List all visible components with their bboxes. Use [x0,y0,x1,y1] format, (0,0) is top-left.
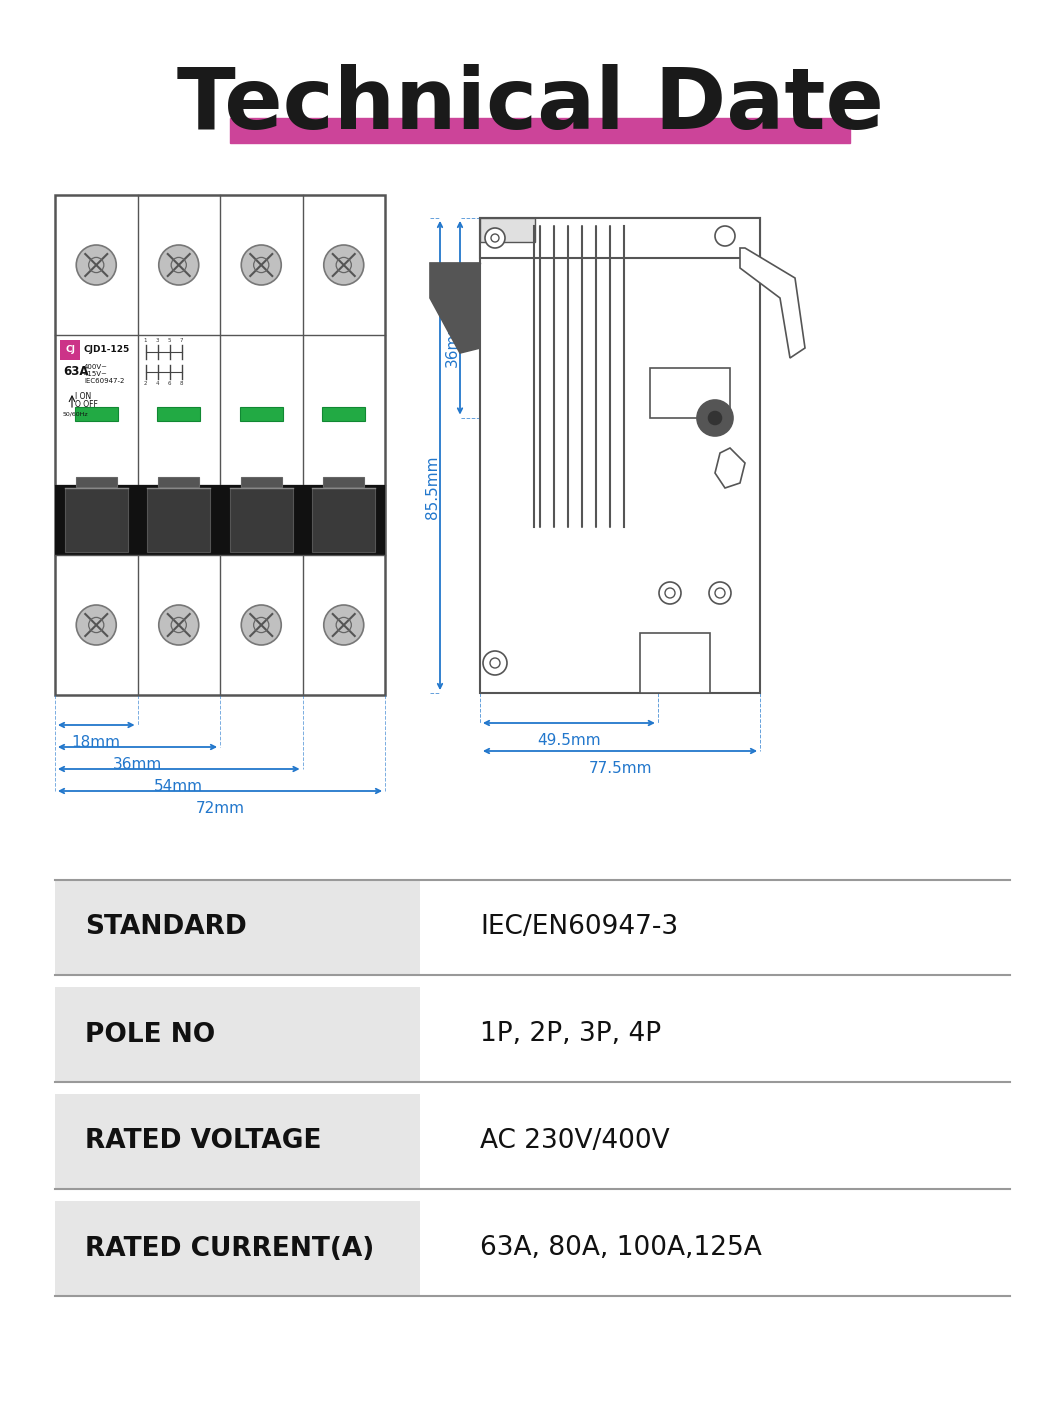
Circle shape [76,245,117,285]
Bar [420,1202,1010,1296]
Text: 4: 4 [156,381,159,385]
Circle shape [483,651,507,675]
Text: AC 230V/400V: AC 230V/400V [480,1129,670,1154]
Polygon shape [740,248,805,358]
Circle shape [697,400,734,437]
Text: 63A: 63A [63,365,88,378]
Text: 3: 3 [156,338,159,342]
Text: O OFF: O OFF [75,400,98,410]
Text: 49.5mm: 49.5mm [537,733,601,748]
Bar [480,218,535,243]
Text: I ON: I ON [75,392,91,401]
Text: 85.5mm: 85.5mm [424,455,440,519]
Text: CJ: CJ [65,345,75,354]
Bar [480,218,760,694]
Bar [240,407,283,421]
Text: IEC60947-2: IEC60947-2 [84,378,124,384]
Bar [640,634,710,694]
Bar [650,368,730,418]
Bar [322,407,366,421]
Text: 36mm: 36mm [112,756,162,772]
Bar [55,880,420,975]
Bar [323,477,365,487]
Circle shape [242,245,281,285]
Text: 36mm: 36mm [444,318,459,367]
Bar [420,880,1010,975]
Text: 63A, 80A, 100A,125A: 63A, 80A, 100A,125A [480,1236,762,1261]
Bar [230,488,293,552]
Bar [55,485,385,555]
Text: 72mm: 72mm [195,801,245,816]
Text: 400V~: 400V~ [84,364,108,370]
Polygon shape [716,448,745,488]
Text: 5: 5 [167,338,172,342]
Text: 1P, 2P, 3P, 4P: 1P, 2P, 3P, 4P [480,1022,661,1047]
Text: IEC/EN60947-3: IEC/EN60947-3 [480,915,678,940]
Bar [55,195,385,695]
Circle shape [707,410,723,427]
Polygon shape [430,263,480,352]
Bar [420,987,1010,1082]
Bar [420,1095,1010,1189]
Circle shape [716,225,735,245]
Circle shape [242,605,281,645]
Bar [157,407,200,421]
Bar [313,488,375,552]
Text: 6: 6 [167,381,172,385]
Bar [147,488,210,552]
Text: STANDARD: STANDARD [85,915,247,940]
Text: 54mm: 54mm [155,779,204,793]
Bar [480,218,760,258]
Text: 2: 2 [144,381,147,385]
Text: 18mm: 18mm [72,735,121,751]
Text: 77.5mm: 77.5mm [588,761,652,776]
Text: 415V~: 415V~ [84,371,108,377]
Text: 8: 8 [180,381,183,385]
Bar [55,1202,420,1296]
Text: 7: 7 [180,338,183,342]
Text: POLE NO: POLE NO [85,1022,215,1047]
Text: CJD1-125: CJD1-125 [84,345,130,354]
Circle shape [159,245,199,285]
Text: 1: 1 [144,338,147,342]
Bar [75,477,117,487]
Bar [55,987,420,1082]
Text: RATED VOLTAGE: RATED VOLTAGE [85,1129,321,1154]
Circle shape [323,605,364,645]
Bar [65,488,127,552]
Bar [158,477,199,487]
Bar [60,340,80,360]
Circle shape [485,228,505,248]
Circle shape [159,605,199,645]
Text: 50/60Hz: 50/60Hz [63,412,89,417]
Circle shape [709,582,731,604]
Text: RATED CURRENT(A): RATED CURRENT(A) [85,1236,374,1261]
Bar [75,407,118,421]
Circle shape [323,245,364,285]
Bar [230,118,850,143]
Bar [55,1095,420,1189]
Circle shape [659,582,681,604]
Text: Technical Date: Technical Date [177,63,883,147]
Bar [241,477,282,487]
Circle shape [76,605,117,645]
